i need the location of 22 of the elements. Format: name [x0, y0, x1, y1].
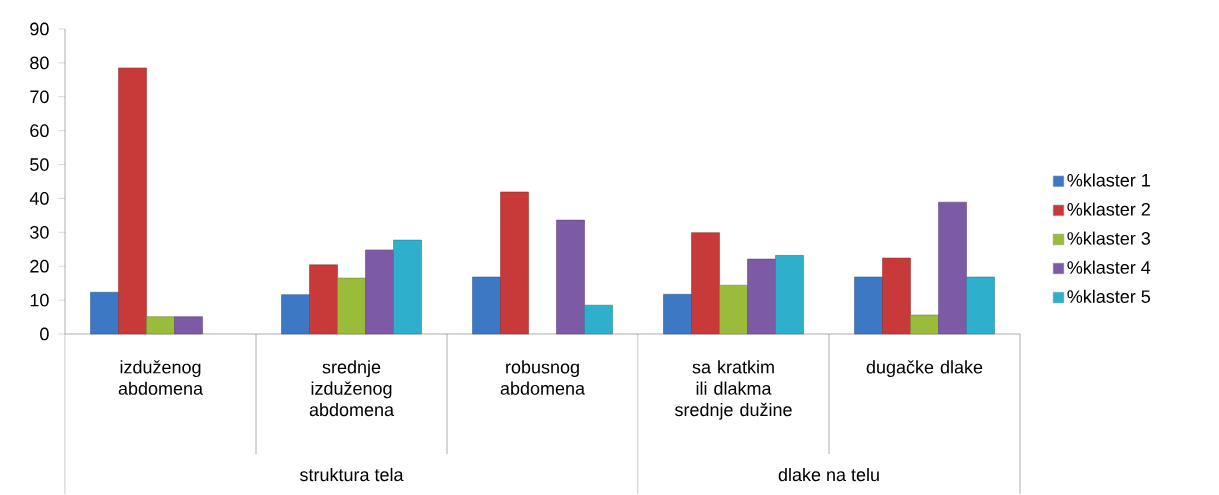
y-tick-label: 60 — [30, 124, 49, 138]
y-tick-label: 80 — [30, 56, 49, 70]
legend-label: %klaster 1 — [1067, 173, 1150, 187]
y-tick-label: 70 — [30, 90, 49, 104]
y-tick-label: 30 — [30, 225, 49, 239]
text: dlake na telu — [778, 467, 879, 482]
x-tick-label: robusnog abdomena — [500, 360, 586, 395]
y-tick-label: 0 — [40, 327, 49, 341]
x-tick-label: sa kratkim ili dlakma srednje dužine — [674, 360, 792, 420]
x-tick-label: srednje izduženog abdomena — [309, 360, 395, 417]
legend-label: %klaster 2 — [1067, 202, 1150, 216]
x-tick-label: dugačke dlake — [866, 360, 983, 378]
y-tick-label: 40 — [29, 192, 49, 205]
text: struktura tela — [299, 467, 404, 482]
x-tick-label: izduženog abdomena — [118, 360, 204, 395]
legend-label: %klaster 3 — [1067, 231, 1150, 245]
y-tick-label: 90 — [30, 22, 49, 36]
y-tick-label: 20 — [30, 259, 49, 273]
y-tick-label: 50 — [30, 158, 49, 171]
legend-label: %klaster 5 — [1067, 289, 1151, 303]
legend-label: %klaster 4 — [1067, 260, 1151, 274]
y-tick-label: 10 — [30, 293, 49, 307]
